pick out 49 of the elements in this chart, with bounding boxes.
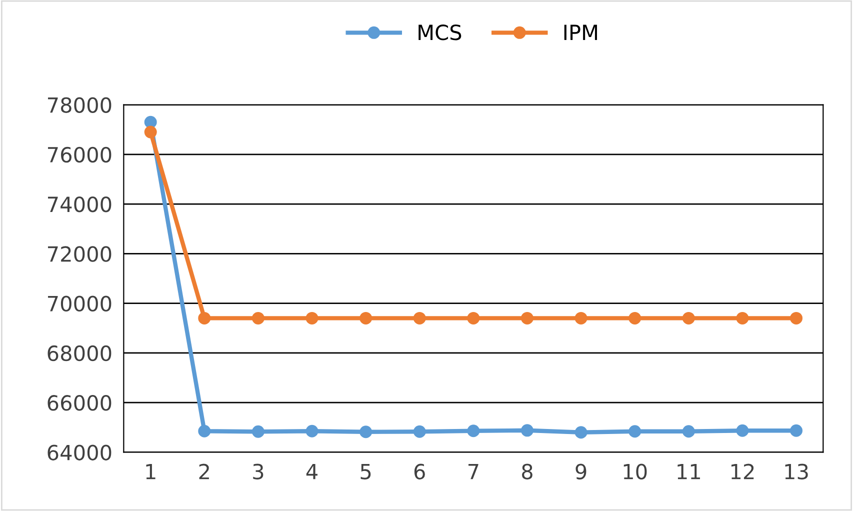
y-tick-label: 70000 — [48, 296, 112, 312]
point — [574, 312, 588, 324]
x-tick-label: 5 — [360, 464, 371, 480]
point — [360, 426, 372, 438]
y-tick-label: 76000 — [48, 146, 112, 163]
point — [144, 126, 157, 138]
point — [467, 312, 480, 324]
point — [413, 312, 426, 324]
point — [682, 425, 695, 438]
y-tick-label: 64000 — [48, 444, 112, 460]
x-tick-label: 10 — [624, 464, 647, 480]
point — [574, 426, 588, 439]
point — [520, 424, 534, 437]
point — [252, 312, 264, 324]
point — [628, 312, 642, 324]
point — [252, 425, 264, 438]
y-tick-label: 66000 — [48, 395, 112, 411]
x-tick-label: 13 — [785, 464, 808, 480]
point — [306, 312, 318, 324]
y-tick-label: 68000 — [48, 345, 112, 362]
x-tick-label: 11 — [678, 464, 700, 480]
y-tick-label: 74000 — [48, 196, 112, 212]
x-tick-label: 7 — [468, 464, 478, 480]
point — [682, 312, 695, 324]
legend-label: IPM — [564, 24, 597, 40]
point — [413, 425, 426, 438]
point — [467, 424, 480, 438]
x-tick-label: 3 — [253, 464, 264, 480]
legend-label: MCS — [418, 24, 462, 40]
point — [736, 424, 749, 437]
y-tick-label: 72000 — [48, 246, 112, 262]
point — [736, 312, 749, 324]
x-tick-label: 6 — [414, 464, 425, 480]
point — [790, 424, 802, 437]
point — [144, 116, 157, 128]
x-tick-label: 8 — [522, 464, 532, 480]
x-tick-label: 4 — [306, 464, 318, 480]
x-tick-label: 12 — [731, 464, 754, 480]
point — [628, 425, 642, 438]
point — [198, 312, 211, 324]
x-tick-label: 1 — [146, 464, 156, 480]
point — [790, 312, 802, 324]
point — [360, 312, 372, 324]
point — [520, 312, 534, 324]
point — [306, 424, 318, 438]
x-tick-label: 2 — [199, 464, 209, 480]
x-tick-label: 9 — [576, 464, 586, 480]
point — [198, 424, 211, 438]
y-tick-label: 78000 — [48, 97, 112, 113]
